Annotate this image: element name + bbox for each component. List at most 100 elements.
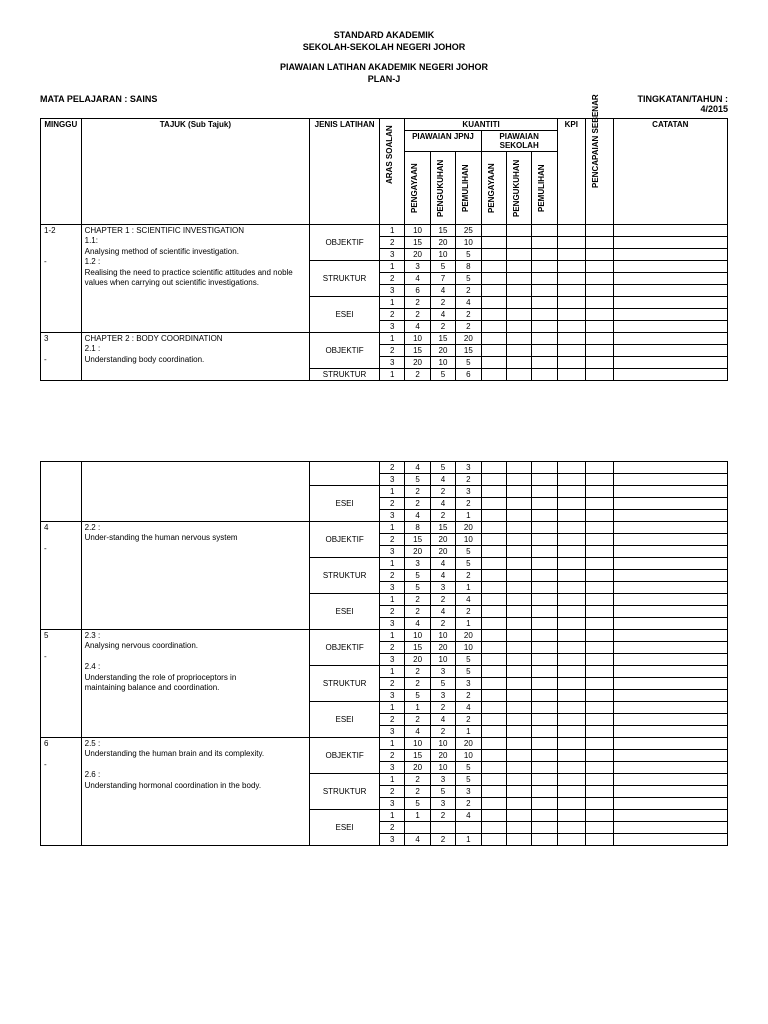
cell-value: 5	[456, 249, 481, 261]
cell-empty	[506, 750, 531, 762]
cell-value: 1	[380, 774, 405, 786]
cell-empty	[557, 642, 585, 654]
cell-empty	[585, 273, 613, 285]
cell-empty	[506, 345, 531, 357]
cell-empty	[481, 702, 506, 714]
cell-value: 4	[405, 510, 430, 522]
cell-value: 1	[380, 666, 405, 678]
cell-value: 3	[456, 486, 481, 498]
cell-value: 2	[405, 666, 430, 678]
cell-empty	[613, 237, 727, 249]
cell-value: 15	[430, 522, 455, 534]
cell-empty	[532, 369, 557, 381]
cell-jenis: OBJEKTIF	[310, 738, 380, 774]
cell-empty	[481, 618, 506, 630]
cell-value: 3	[430, 582, 455, 594]
cell-value: 20	[430, 642, 455, 654]
cell-empty	[557, 261, 585, 273]
cell-empty	[585, 654, 613, 666]
cell-empty	[613, 285, 727, 297]
cell-empty	[585, 618, 613, 630]
cell-empty	[532, 546, 557, 558]
cell-empty	[481, 654, 506, 666]
cell-empty	[613, 666, 727, 678]
cell-value: 10	[405, 333, 430, 345]
cell-empty	[506, 498, 531, 510]
table-row: 1-2 -CHAPTER 1 : SCIENTIFIC INVESTIGATIO…	[41, 225, 728, 237]
cell-empty	[585, 726, 613, 738]
cell-empty	[481, 774, 506, 786]
cell-value: 2	[379, 237, 404, 249]
cell-value: 4	[430, 714, 455, 726]
cell-empty	[506, 249, 531, 261]
cell-empty	[585, 690, 613, 702]
cell-empty	[481, 582, 506, 594]
cell-value: 2	[380, 678, 405, 690]
cell-empty	[613, 642, 727, 654]
cell-empty	[613, 798, 727, 810]
cell-value: 3	[379, 285, 404, 297]
cell-value	[430, 822, 455, 834]
cell-empty	[506, 462, 531, 474]
cell-minggu	[41, 462, 82, 522]
cell-value: 1	[456, 582, 481, 594]
cell-empty	[481, 558, 506, 570]
cell-empty	[613, 309, 727, 321]
cell-empty	[557, 654, 585, 666]
cell-empty	[532, 798, 557, 810]
cell-tajuk: 2.3 : Analysing nervous coordination. 2.…	[81, 630, 310, 738]
cell-value: 3	[456, 786, 481, 798]
cell-empty	[532, 558, 557, 570]
cell-value: 1	[405, 810, 430, 822]
cell-tajuk: CHAPTER 2 : BODY COORDINATION 2.1 : Unde…	[81, 333, 310, 381]
cell-empty	[557, 462, 585, 474]
cell-value: 15	[405, 534, 430, 546]
cell-empty	[613, 321, 727, 333]
cell-empty	[557, 249, 585, 261]
cell-empty	[557, 498, 585, 510]
cell-empty	[532, 774, 557, 786]
cell-empty	[585, 630, 613, 642]
cell-jenis: ESEI	[310, 486, 380, 522]
cell-empty	[557, 510, 585, 522]
cell-empty	[506, 642, 531, 654]
cell-value: 2	[380, 462, 405, 474]
cell-empty	[613, 762, 727, 774]
cell-value: 4	[456, 810, 481, 822]
cell-value: 8	[405, 522, 430, 534]
cell-value: 10	[430, 630, 455, 642]
cell-value: 20	[405, 249, 430, 261]
cell-empty	[506, 369, 531, 381]
cell-empty	[557, 714, 585, 726]
cell-value: 1	[380, 558, 405, 570]
cell-empty	[506, 726, 531, 738]
cell-empty	[613, 570, 727, 582]
cell-value: 2	[405, 678, 430, 690]
cell-empty	[481, 357, 506, 369]
cell-value: 20	[405, 357, 430, 369]
cell-value: 4	[405, 462, 430, 474]
cell-empty	[585, 558, 613, 570]
col-kpi: KPI	[557, 119, 585, 225]
col-pemulihan-2: PEMULIHAN	[532, 152, 557, 225]
cell-empty	[585, 822, 613, 834]
cell-value: 5	[430, 678, 455, 690]
cell-value: 5	[456, 546, 481, 558]
cell-value: 3	[456, 678, 481, 690]
cell-value: 5	[405, 570, 430, 582]
cell-empty	[613, 630, 727, 642]
cell-empty	[557, 225, 585, 237]
cell-value: 3	[380, 582, 405, 594]
cell-value: 15	[405, 345, 430, 357]
cell-value: 3	[380, 510, 405, 522]
cell-value: 5	[456, 558, 481, 570]
cell-empty	[532, 702, 557, 714]
cell-empty	[506, 261, 531, 273]
cell-value: 2	[380, 570, 405, 582]
cell-value: 20	[430, 534, 455, 546]
cell-value: 4	[456, 297, 481, 309]
cell-value: 2	[430, 810, 455, 822]
cell-value: 5	[430, 462, 455, 474]
cell-value: 3	[380, 798, 405, 810]
cell-value: 2	[456, 285, 481, 297]
